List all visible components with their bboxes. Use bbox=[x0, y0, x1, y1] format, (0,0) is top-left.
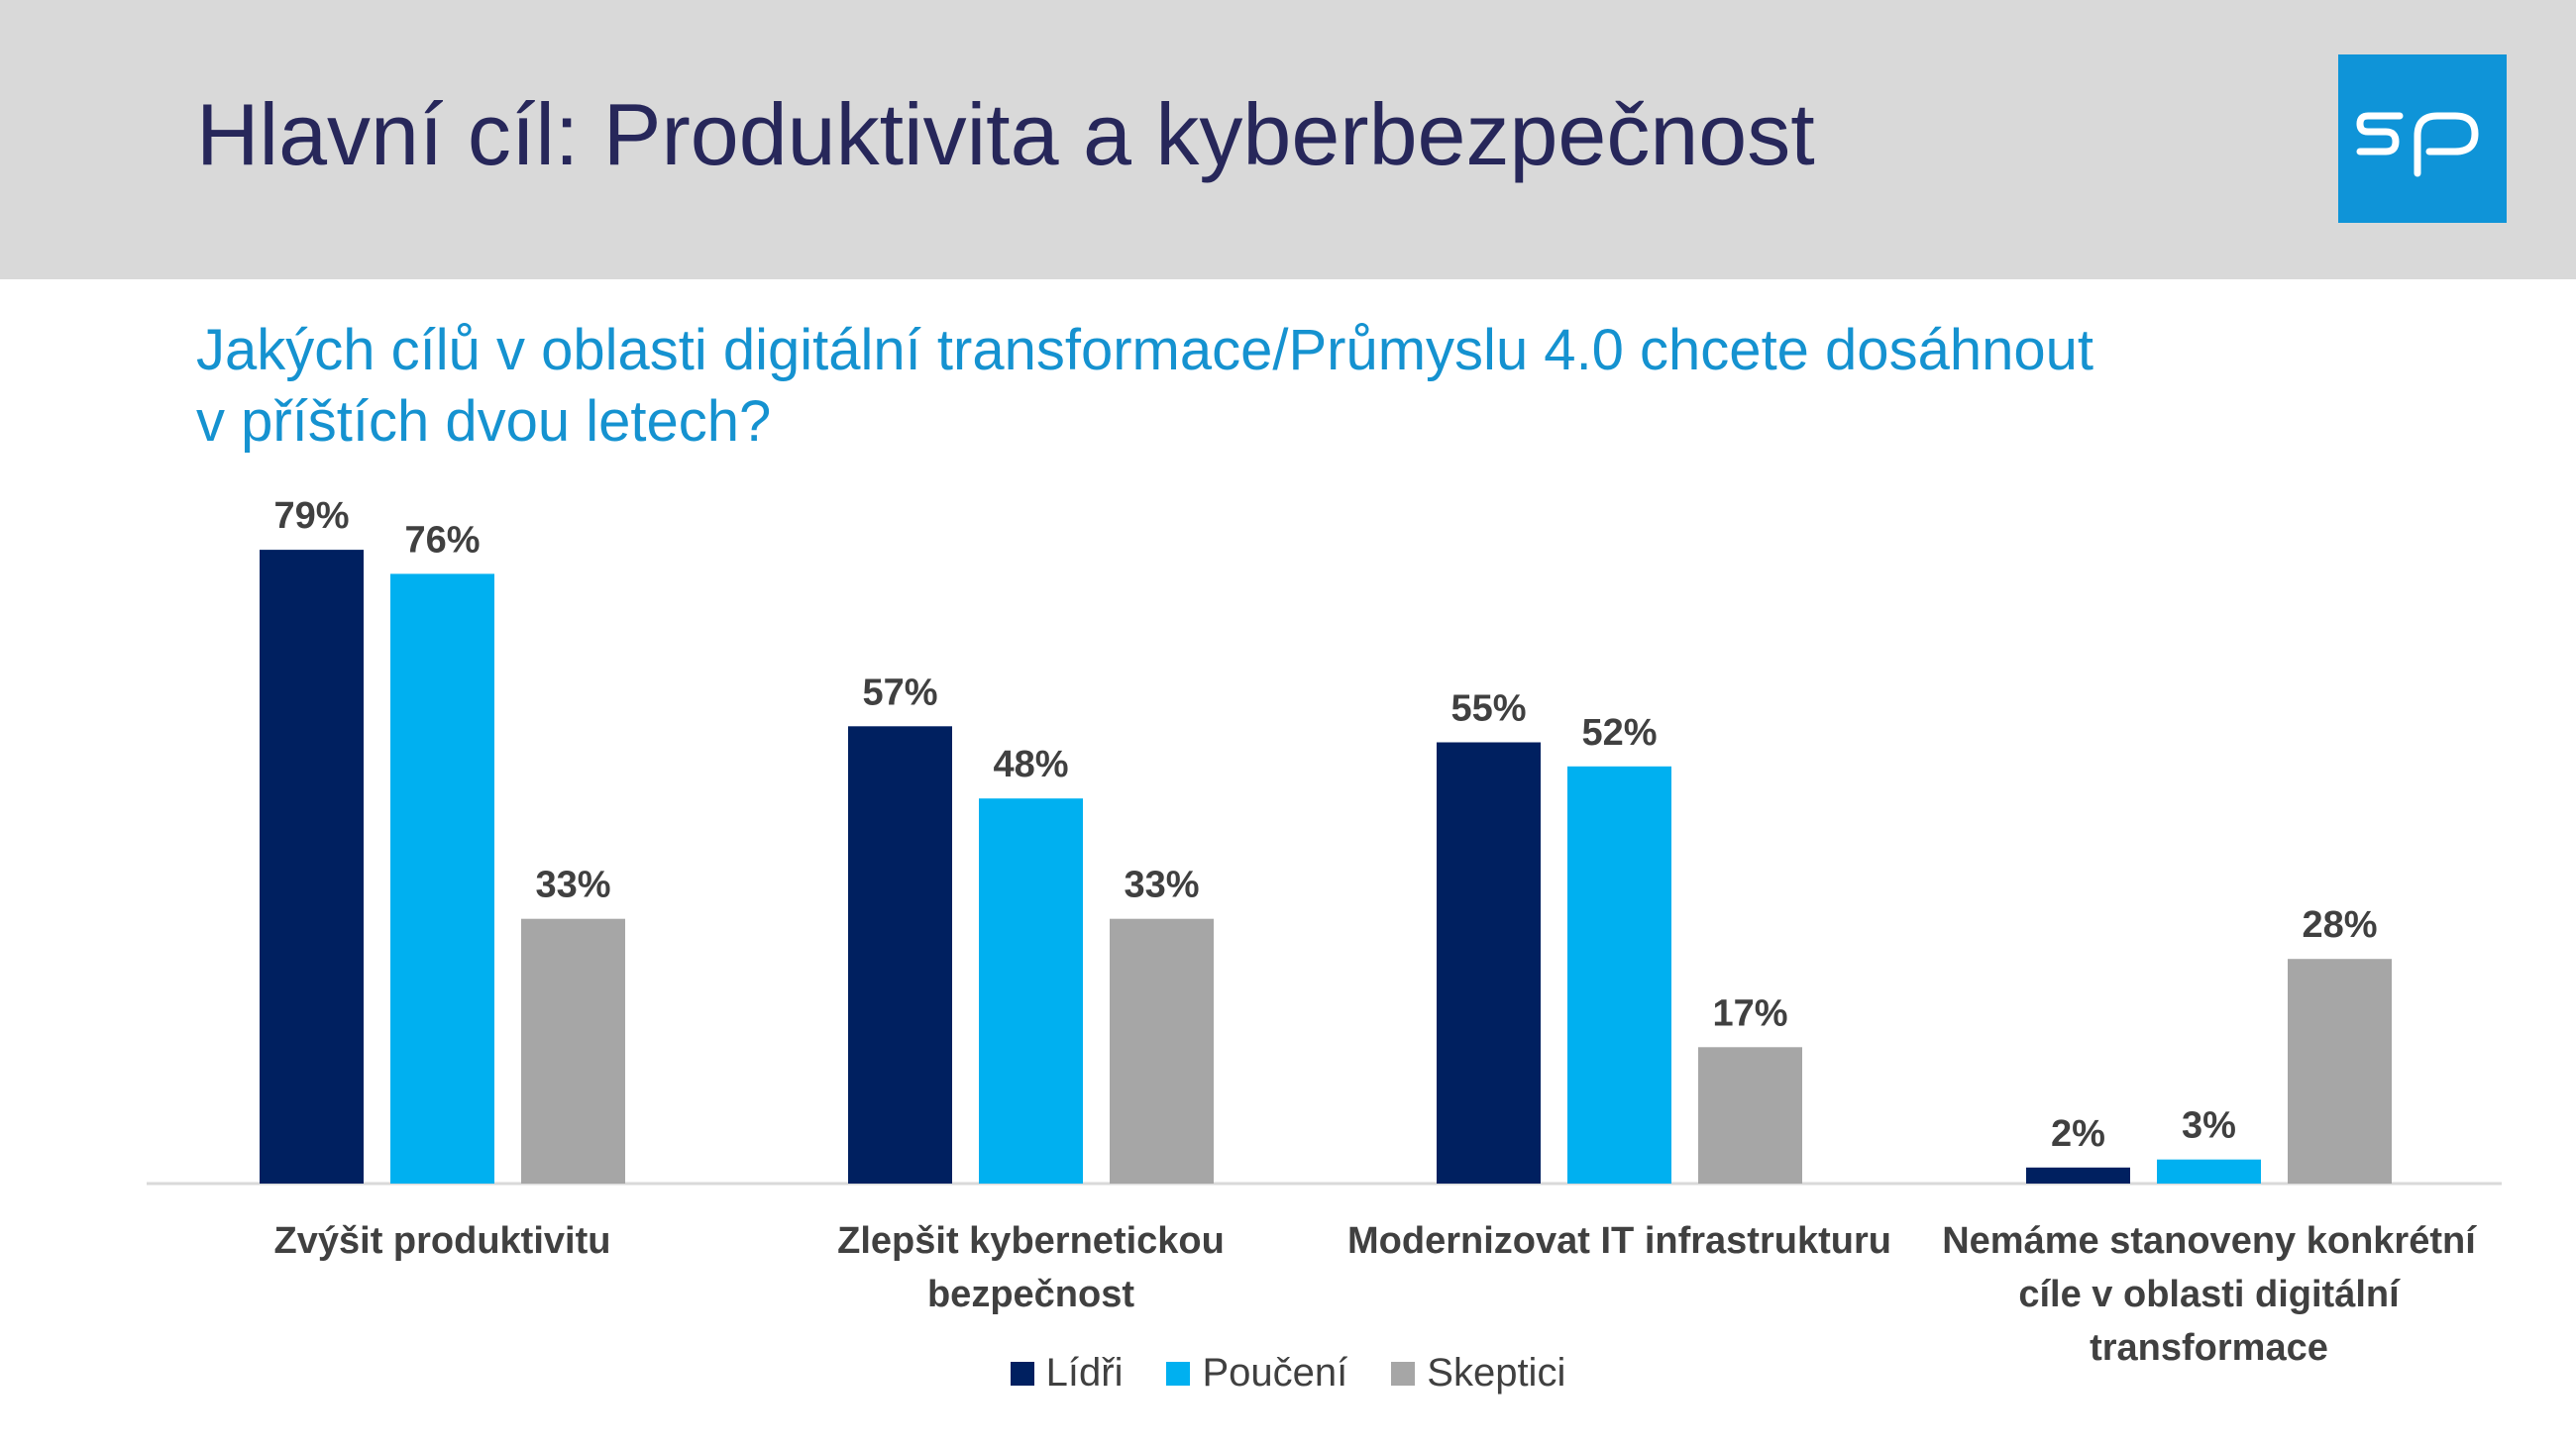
bar bbox=[260, 550, 364, 1184]
legend-swatch bbox=[1166, 1361, 1191, 1386]
bar bbox=[848, 726, 952, 1184]
header-band bbox=[0, 0, 2576, 279]
legend-item: Poučení bbox=[1166, 1351, 1347, 1396]
question-line-1: Jakých cílů v oblasti digitální transfor… bbox=[196, 318, 2093, 382]
bar bbox=[2026, 1167, 2130, 1184]
data-label: 76% bbox=[404, 519, 480, 561]
legend-item: Lídři bbox=[1010, 1351, 1124, 1396]
bar bbox=[1698, 1047, 1802, 1184]
data-label: 33% bbox=[1124, 865, 1199, 906]
data-label: 79% bbox=[273, 495, 349, 537]
legend-label: Skeptici bbox=[1427, 1351, 1566, 1395]
data-label: 28% bbox=[2302, 904, 2377, 946]
bar bbox=[521, 918, 625, 1184]
bar bbox=[1437, 742, 1541, 1184]
data-label: 3% bbox=[2182, 1105, 2236, 1147]
legend-label: Poučení bbox=[1202, 1351, 1348, 1395]
data-label: 55% bbox=[1450, 688, 1526, 730]
category-label: Zlepšit kybernetickou bezpečnost bbox=[837, 1220, 1225, 1315]
data-label: 2% bbox=[2051, 1113, 2105, 1155]
data-label: 57% bbox=[862, 672, 937, 713]
bar bbox=[1110, 918, 1214, 1184]
category-label: Zvýšit produktivitu bbox=[274, 1220, 611, 1262]
legend-swatch bbox=[1391, 1361, 1416, 1386]
company-logo bbox=[2338, 54, 2507, 223]
question-line-2: v příštích dvou letech? bbox=[196, 389, 772, 454]
survey-question: Jakých cílů v oblasti digitální transfor… bbox=[196, 315, 2425, 458]
category-label: Modernizovat IT infrastrukturu bbox=[1347, 1220, 1891, 1262]
data-label: 17% bbox=[1712, 992, 1787, 1034]
chart-legend: Lídři Poučení Skeptici bbox=[0, 1351, 2576, 1396]
data-label: 48% bbox=[993, 744, 1068, 785]
bar bbox=[2157, 1159, 2261, 1184]
bar bbox=[2288, 959, 2392, 1184]
page-title: Hlavní cíl: Produktivita a kyberbezpečno… bbox=[196, 85, 1815, 183]
legend-label: Lídři bbox=[1045, 1351, 1124, 1395]
data-label: 33% bbox=[535, 865, 610, 906]
bar bbox=[979, 798, 1083, 1184]
bar bbox=[390, 573, 494, 1184]
legend-item: Skeptici bbox=[1391, 1351, 1565, 1396]
bar bbox=[1567, 766, 1671, 1184]
category-label: Nemáme stanoveny konkrétní cíle v oblasti… bbox=[1942, 1220, 2477, 1369]
legend-swatch bbox=[1010, 1361, 1034, 1386]
data-label: 52% bbox=[1581, 712, 1657, 754]
logo-sp-icon bbox=[2356, 112, 2479, 177]
